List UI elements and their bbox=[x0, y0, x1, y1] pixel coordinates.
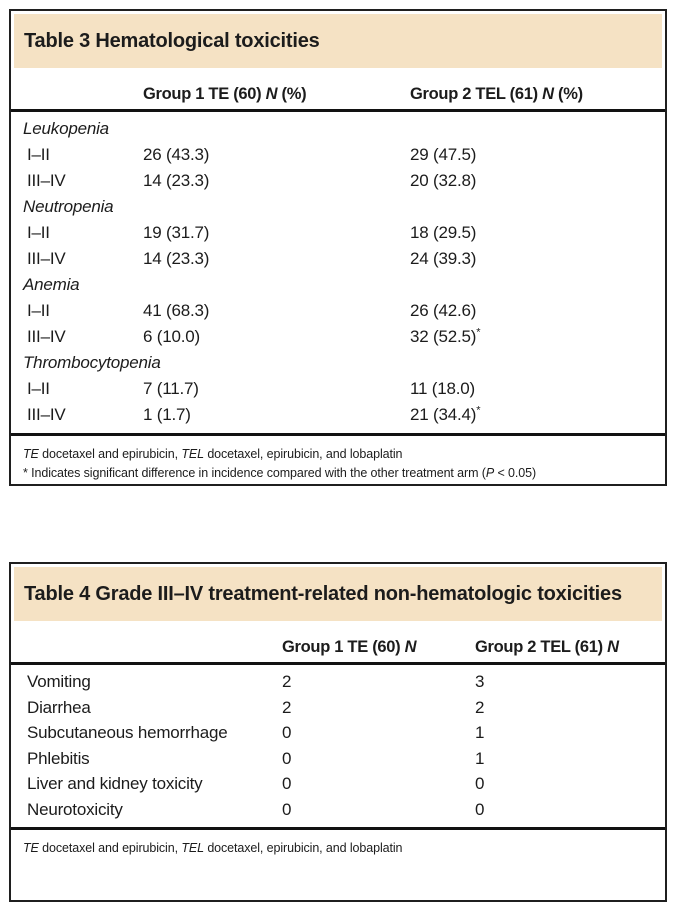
table-row: I–II 19 (31.7) 18 (29.5) bbox=[23, 220, 657, 246]
table-row: III–IV 14 (23.3) 20 (32.8) bbox=[23, 168, 657, 194]
table-row: Subcutaneous hemorrhage 0 1 bbox=[23, 720, 657, 746]
table4-title: Table 4 Grade III–IV treatment-related n… bbox=[24, 583, 622, 605]
row-label: Thrombocytopenia bbox=[23, 353, 161, 372]
row-label: Liver and kidney toxicity bbox=[27, 774, 203, 793]
table4-footnotes: TE docetaxel and epirubicin, TEL docetax… bbox=[11, 830, 665, 866]
row-label: Vomiting bbox=[27, 672, 91, 691]
row-label: Neurotoxicity bbox=[27, 799, 123, 819]
table4-body: Vomiting 2 3 Diarrhea 2 2 Subcutaneous h… bbox=[11, 665, 665, 830]
group1-value bbox=[143, 116, 410, 142]
table-row: III–IV 1 (1.7) 21 (34.4)* bbox=[23, 402, 657, 428]
row-label: III–IV bbox=[27, 405, 66, 424]
group1-value: 0 bbox=[282, 723, 292, 742]
significance-asterisk: * bbox=[476, 326, 481, 339]
group2-value bbox=[410, 116, 657, 142]
group1-value: 7 (11.7) bbox=[143, 379, 199, 398]
row-label: Diarrhea bbox=[27, 697, 91, 717]
group1-value: 6 (10.0) bbox=[143, 327, 200, 346]
table3-column-header-group2: Group 2 TEL (61) N (%) bbox=[410, 85, 583, 103]
table-row-category: Anemia bbox=[23, 272, 657, 298]
group2-value: 3 bbox=[475, 672, 485, 691]
group2-value: 1 bbox=[475, 748, 485, 768]
group1-value: 26 (43.3) bbox=[143, 145, 210, 164]
table4-title-band: Table 4 Grade III–IV treatment-related n… bbox=[14, 567, 662, 621]
group1-value: 2 bbox=[282, 697, 292, 717]
table3-footnotes: TE docetaxel and epirubicin, TEL docetax… bbox=[11, 436, 665, 491]
row-label: Subcutaneous hemorrhage bbox=[27, 723, 228, 742]
row-label: Neutropenia bbox=[23, 197, 114, 216]
table3-column-header-group1: Group 1 TE (60) N (%) bbox=[143, 85, 307, 103]
group2-value: 29 (47.5) bbox=[410, 145, 477, 164]
group2-value bbox=[410, 350, 657, 376]
group1-value: 0 bbox=[282, 799, 292, 819]
group1-value: 14 (23.3) bbox=[143, 249, 210, 268]
group1-value: 0 bbox=[282, 748, 292, 768]
group1-value: 19 (31.7) bbox=[143, 223, 210, 242]
group2-value bbox=[410, 272, 657, 298]
footnote-abbreviations: TE docetaxel and epirubicin, TEL docetax… bbox=[23, 841, 403, 855]
group2-value: 21 (34.4)* bbox=[410, 404, 481, 424]
table-row: Phlebitis 0 1 bbox=[23, 746, 657, 772]
group2-value: 32 (52.5)* bbox=[410, 326, 481, 346]
group2-value: 20 (32.8) bbox=[410, 171, 477, 190]
group2-value bbox=[410, 194, 657, 220]
group1-value bbox=[143, 272, 410, 298]
group1-value: 0 bbox=[282, 774, 292, 793]
table3-title: Table 3 Hematological toxicities bbox=[24, 30, 320, 52]
table-row-category: Leukopenia bbox=[23, 116, 657, 142]
table3-card: Table 3 Hematological toxicities Group 1… bbox=[9, 9, 667, 486]
group1-value bbox=[143, 350, 410, 376]
row-label: III–IV bbox=[27, 249, 66, 268]
group2-value: 26 (42.6) bbox=[410, 301, 477, 320]
row-label: I–II bbox=[27, 223, 50, 242]
footnote-abbreviations: TE docetaxel and epirubicin, TEL docetax… bbox=[23, 447, 403, 461]
table3-body: Leukopenia I–II 26 (43.3) 29 (47.5) III–… bbox=[11, 112, 665, 436]
group2-value: 11 (18.0) bbox=[410, 379, 475, 398]
group1-value: 41 (68.3) bbox=[143, 301, 210, 320]
table-row-category: Neutropenia bbox=[23, 194, 657, 220]
table4-column-header-group1: Group 1 TE (60) N bbox=[282, 638, 417, 656]
table4-column-header-group2: Group 2 TEL (61) N bbox=[475, 638, 619, 656]
row-label: III–IV bbox=[27, 327, 66, 346]
group2-value: 1 bbox=[475, 723, 485, 742]
row-label: I–II bbox=[27, 379, 50, 398]
table4-header-row: Group 1 TE (60) N Group 2 TEL (61) N bbox=[11, 624, 665, 665]
table-row: Diarrhea 2 2 bbox=[23, 695, 657, 721]
table-row-category: Thrombocytopenia bbox=[23, 350, 657, 376]
row-label: Phlebitis bbox=[27, 748, 90, 768]
group1-value: 1 (1.7) bbox=[143, 405, 191, 424]
footnote-significance: * Indicates significant difference in in… bbox=[23, 465, 537, 480]
table3-header-row: Group 1 TE (60) N (%) Group 2 TEL (61) N… bbox=[11, 71, 665, 112]
row-label: I–II bbox=[27, 301, 50, 320]
table-row: I–II 7 (11.7) 11 (18.0) bbox=[23, 376, 657, 402]
table3-title-band: Table 3 Hematological toxicities bbox=[14, 14, 662, 68]
row-label: Leukopenia bbox=[23, 119, 109, 138]
group1-value: 14 (23.3) bbox=[143, 171, 210, 190]
table-row: Liver and kidney toxicity 0 0 bbox=[23, 771, 657, 797]
row-label: I–II bbox=[27, 145, 50, 164]
group2-value: 0 bbox=[475, 799, 485, 819]
table-row: Vomiting 2 3 bbox=[23, 669, 657, 695]
table-row: I–II 26 (43.3) 29 (47.5) bbox=[23, 142, 657, 168]
row-label: Anemia bbox=[23, 275, 80, 294]
table4-card: Table 4 Grade III–IV treatment-related n… bbox=[9, 562, 667, 902]
group2-value: 18 (29.5) bbox=[410, 223, 477, 242]
table-row: I–II 41 (68.3) 26 (42.6) bbox=[23, 298, 657, 324]
group2-value: 24 (39.3) bbox=[410, 249, 477, 268]
group1-value: 2 bbox=[282, 672, 292, 691]
row-label: III–IV bbox=[27, 171, 66, 190]
group1-value bbox=[143, 194, 410, 220]
significance-asterisk: * bbox=[476, 404, 481, 417]
table-row: III–IV 6 (10.0) 32 (52.5)* bbox=[23, 324, 657, 350]
group2-value: 0 bbox=[475, 774, 485, 793]
group2-value: 2 bbox=[475, 697, 485, 717]
table-row: Neurotoxicity 0 0 bbox=[23, 797, 657, 823]
table-row: III–IV 14 (23.3) 24 (39.3) bbox=[23, 246, 657, 272]
